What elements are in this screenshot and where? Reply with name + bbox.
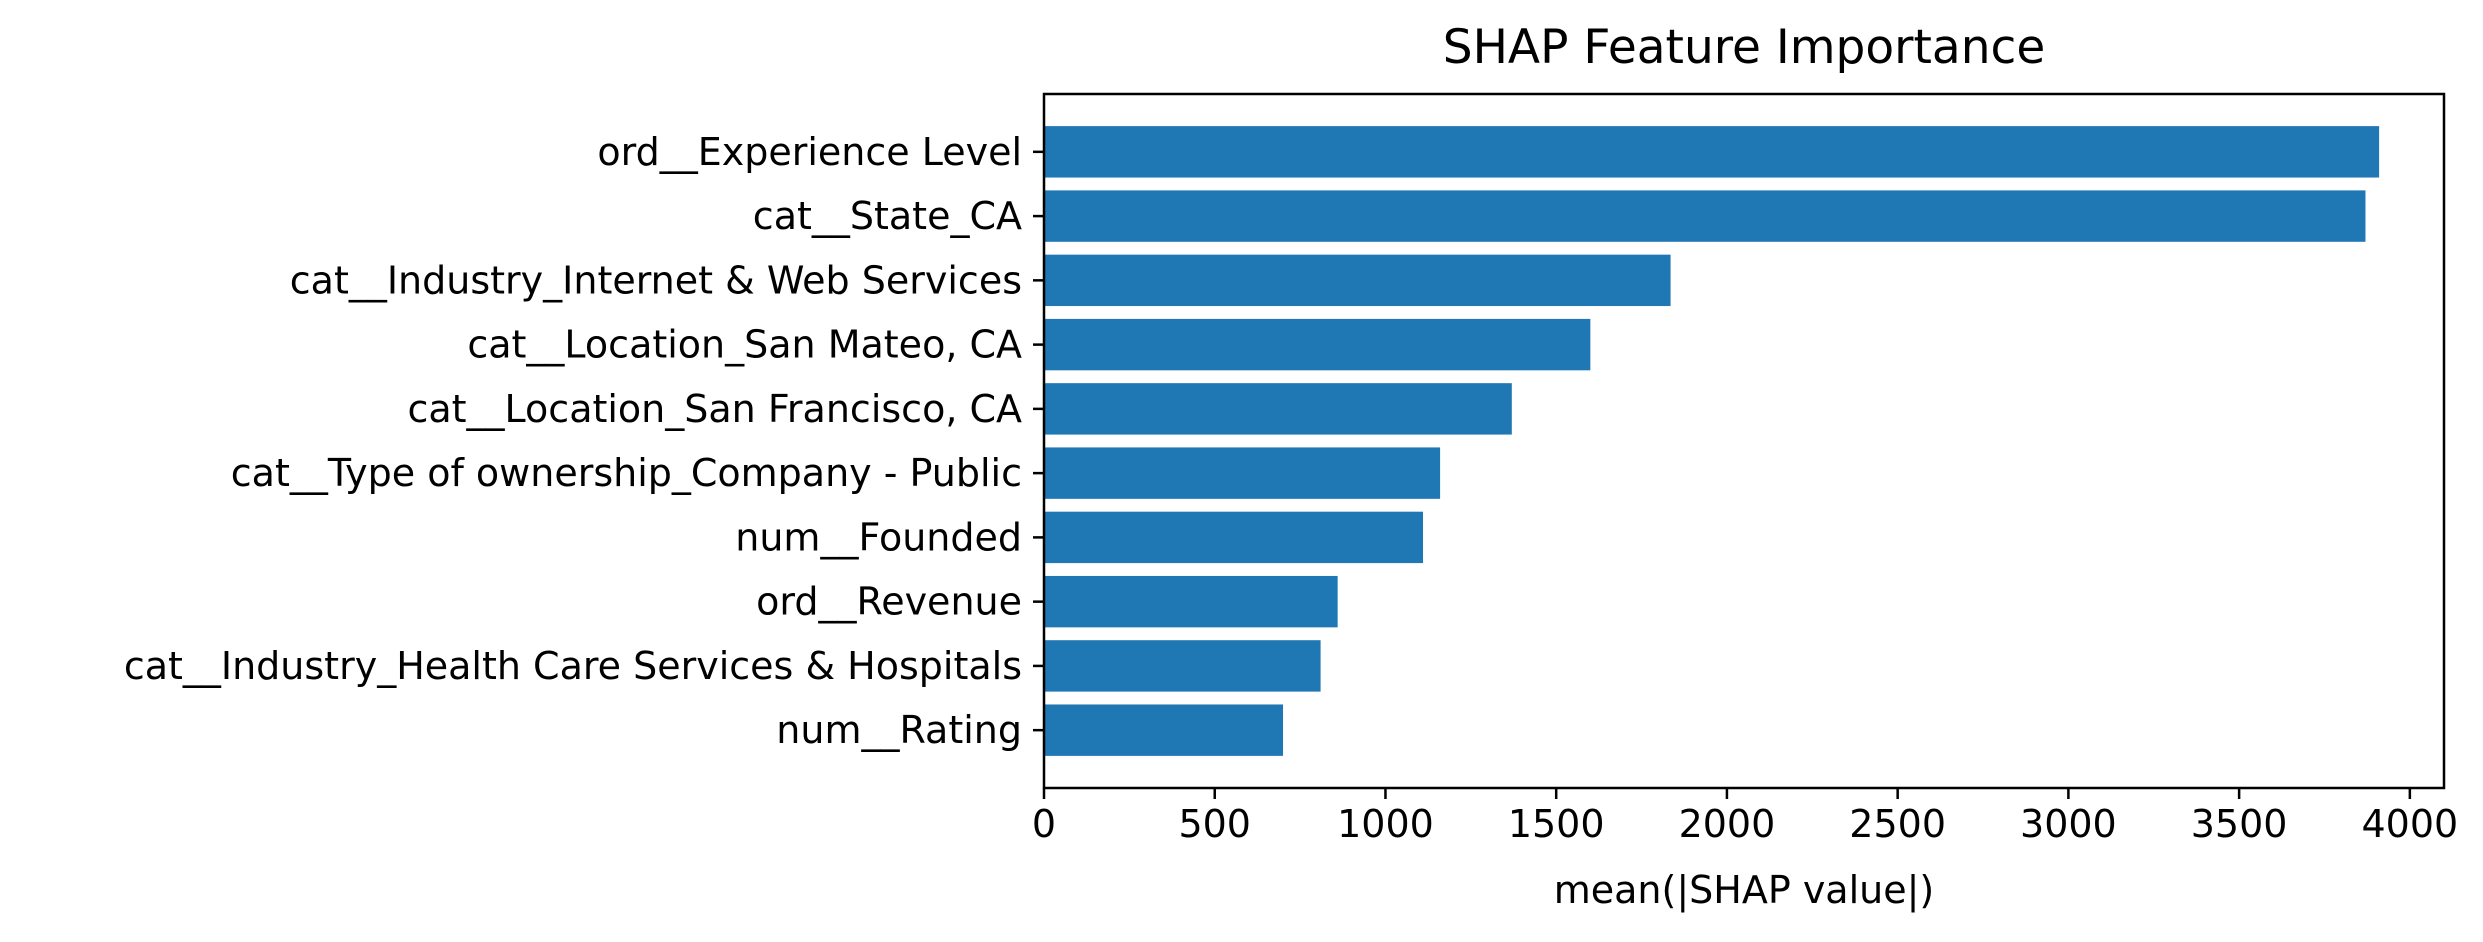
bar <box>1044 190 2366 242</box>
bar <box>1044 704 1284 756</box>
x-tick-label: 3000 <box>2020 802 2117 846</box>
chart-title: SHAP Feature Importance <box>1443 20 2046 75</box>
category-label: cat__Location_San Francisco, CA <box>407 387 1022 431</box>
x-axis-label: mean(|SHAP value|) <box>1554 868 1935 913</box>
category-label: num__Rating <box>776 708 1022 752</box>
x-tick-label: 2500 <box>1849 802 1946 846</box>
bar <box>1044 640 1321 692</box>
category-label: ord__Experience Level <box>597 130 1022 174</box>
x-tick-label: 0 <box>1032 802 1056 846</box>
bar <box>1044 126 2380 178</box>
category-labels-group: ord__Experience Level cat__State_CA cat__I… <box>124 130 1044 752</box>
bar <box>1044 511 1424 564</box>
x-tick-label: 4000 <box>2361 802 2458 846</box>
x-tick-label: 2000 <box>1679 802 1776 846</box>
category-label: num__Founded <box>735 515 1022 559</box>
x-tick-label: 1500 <box>1508 802 1605 846</box>
plot-frame <box>1042 92 2446 790</box>
bar <box>1044 575 1338 628</box>
category-label: cat__Industry_Internet & Web Services <box>290 258 1022 302</box>
bar <box>1044 383 1512 435</box>
category-label: cat__Industry_Health Care Services & Hos… <box>124 644 1022 688</box>
category-label: cat__Location_San Mateo, CA <box>467 323 1022 367</box>
category-label: ord__Revenue <box>756 580 1022 624</box>
x-tick-label: 500 <box>1178 802 1251 846</box>
x-ticks-group: 0 500 1000 1500 2000 2500 3000 3500 4000 <box>1032 788 2458 846</box>
bar <box>1044 318 1591 371</box>
bar <box>1044 447 1441 499</box>
x-tick-label: 3500 <box>2191 802 2288 846</box>
category-label: cat__State_CA <box>753 194 1022 238</box>
category-label: cat__Type of ownership_Company - Public <box>231 451 1022 495</box>
x-tick-label: 1000 <box>1337 802 1434 846</box>
bars-group <box>1044 126 2380 756</box>
bar <box>1044 254 1671 307</box>
